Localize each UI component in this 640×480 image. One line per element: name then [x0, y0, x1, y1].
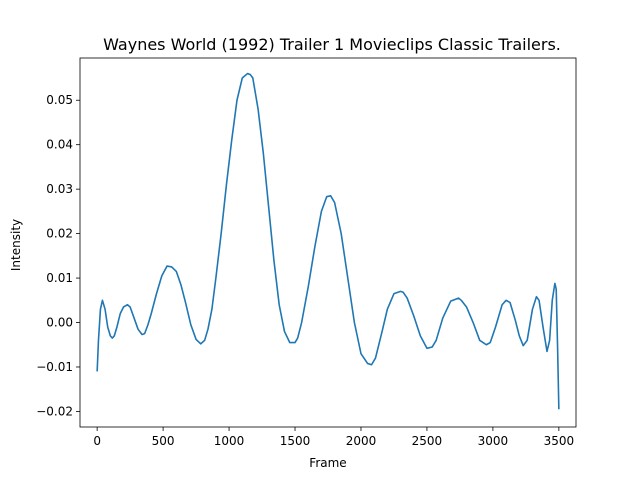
x-tick-label: 2000 [346, 434, 377, 448]
x-tick-label: 3000 [478, 434, 509, 448]
x-tick-label: 500 [152, 434, 175, 448]
x-axis-label: Frame [309, 456, 346, 470]
x-tick-label: 3500 [544, 434, 575, 448]
y-tick-label: 0.05 [46, 93, 73, 107]
x-tick-label: 1000 [214, 434, 245, 448]
y-tick-label: 0.04 [46, 138, 73, 152]
y-tick-label: 0.02 [46, 227, 73, 241]
y-axis: −0.02 −0.01 0.00 0.01 0.02 0.03 0.04 0.05 [36, 93, 80, 418]
y-axis-label: Intensity [9, 219, 23, 271]
x-tick-label: 0 [93, 434, 101, 448]
plot-area [96, 72, 560, 410]
y-tick-label: 0.01 [46, 271, 73, 285]
x-tick-label: 2500 [412, 434, 443, 448]
chart-title: Waynes World (1992) Trailer 1 Movieclips… [103, 35, 561, 54]
y-tick-label: 0.00 [46, 316, 73, 330]
series-line-0 [96, 72, 560, 410]
x-axis: 0 500 1000 1500 2000 2500 3000 3500 [93, 427, 574, 448]
y-tick-label: −0.02 [36, 404, 73, 418]
axes-frame [79, 57, 577, 428]
y-tick-label: 0.03 [46, 182, 73, 196]
y-tick-label: −0.01 [36, 360, 73, 374]
x-tick-label: 1500 [280, 434, 311, 448]
